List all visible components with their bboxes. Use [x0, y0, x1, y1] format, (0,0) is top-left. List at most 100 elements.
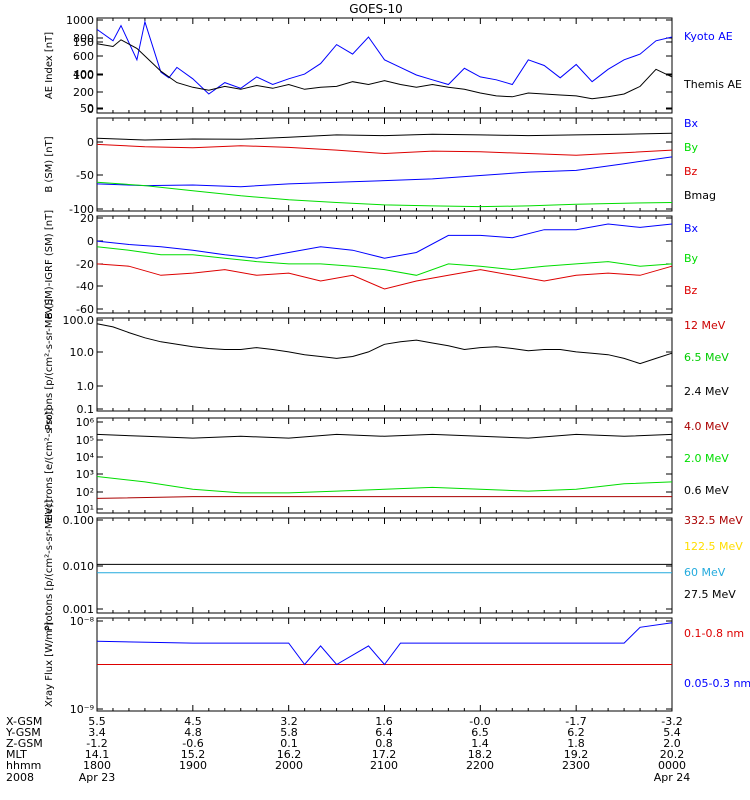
x-axis-value: 2200	[466, 759, 494, 772]
x-axis-value: 1800	[83, 759, 111, 772]
series-line	[96, 132, 673, 141]
x-axis-row-label: hhmm	[6, 759, 41, 772]
y-axis-label: AE Index [nT]	[44, 32, 55, 99]
x-axis-value: 19.2	[564, 748, 589, 761]
series-line	[96, 19, 673, 95]
x-axis-value: -0.0	[469, 715, 490, 728]
x-axis-value: 5.5	[88, 715, 106, 728]
x-axis-row-label: 2008	[6, 771, 34, 784]
panel-frame	[96, 317, 673, 412]
x-axis-value: 16.2	[277, 748, 302, 761]
x-axis-value: 18.2	[468, 748, 493, 761]
legend-entry: Kyoto AE	[684, 30, 733, 43]
y-tick-label: 0.1	[77, 403, 95, 416]
y-tick-label: 200	[73, 86, 94, 99]
panel-frame	[96, 117, 673, 212]
legend-entry: 0.6 MeV	[684, 484, 729, 497]
series-line	[96, 246, 673, 276]
x-axis-value: 4.8	[184, 726, 202, 739]
x-axis-value: 20.2	[660, 748, 685, 761]
legend-entry: 60 MeV	[684, 566, 726, 579]
x-axis-value: -1.7	[565, 715, 586, 728]
legend-entry: 332.5 MeV	[684, 514, 743, 527]
y-tick-label: 10⁻⁸	[70, 615, 95, 628]
panel-7: 10⁻⁸ 10⁻⁹ Xray Flux [W/m²] 0.1-0.8 nm 0.05-0…	[44, 615, 750, 716]
legend-entry: 27.5 MeV	[684, 588, 736, 601]
y-tick-label: 0	[87, 235, 94, 248]
x-axis-value: 0.8	[375, 737, 393, 750]
x-axis-value: 3.4	[88, 726, 106, 739]
y-tick-label: 0	[87, 103, 94, 116]
series-line	[96, 143, 673, 156]
x-axis-value: Apr 24	[654, 771, 691, 784]
series-line	[96, 476, 673, 494]
y-tick-label: 10⁻⁹	[70, 703, 94, 716]
y-tick-label: 100	[73, 69, 94, 82]
legend-entry: 0.1-0.8 nm	[684, 627, 744, 640]
legend-entry: 2.0 MeV	[684, 452, 729, 465]
x-axis-value: 15.2	[181, 748, 206, 761]
legend-entry: By	[684, 141, 699, 154]
x-axis-value: 6.5	[471, 726, 489, 739]
plot-title: GOES-10	[349, 2, 403, 16]
series-line	[96, 496, 672, 499]
panel-frame	[96, 215, 673, 314]
x-axis-value: 1.6	[375, 715, 393, 728]
y-tick-label: 0.010	[63, 560, 95, 573]
series-line	[96, 622, 673, 666]
panel-4: 0.1 1.0 10.0 100.0 Protons [p/(cm²-s-sr-MeV)…	[44, 299, 729, 431]
y-tick-label: -50	[76, 169, 94, 182]
y-tick-label: -40	[76, 280, 94, 293]
series-line	[96, 39, 673, 100]
series-line	[96, 223, 673, 259]
x-axis-value: 14.1	[85, 748, 110, 761]
legend-entry: 2.4 MeV	[684, 385, 729, 398]
y-axis-label: Protons [p/(cm²-s-sr-MeV)]	[44, 299, 55, 431]
y-tick-label: 10⁶	[76, 416, 95, 429]
y-tick-label: 0.001	[63, 603, 95, 616]
legend-entry: 122.5 MeV	[684, 540, 743, 553]
y-tick-label: 10²	[76, 486, 94, 499]
x-axis-value: Apr 23	[79, 771, 116, 784]
y-tick-label: -20	[76, 258, 94, 271]
panel-1: 0 200 400 600 800 1000 AE Index [nT] Kyoto AE Th…	[44, 14, 742, 116]
panel-frame	[96, 517, 673, 614]
y-axis-label: Xray Flux [W/m²]	[44, 622, 55, 707]
legend-entry: By	[684, 252, 699, 265]
y-tick-label: 0.100	[63, 514, 95, 527]
legend-entry: 4.0 MeV	[684, 420, 729, 433]
x-axis-value: 1.4	[471, 737, 489, 750]
y-tick-label: 50	[80, 102, 94, 115]
x-axis-value: 3.2	[280, 715, 298, 728]
x-axis-value: 0.1	[280, 737, 298, 750]
series-line	[96, 323, 673, 365]
y-tick-label: 10⁵	[76, 434, 94, 447]
x-axis-row-label: MLT	[6, 748, 27, 761]
x-axis-row-label: Y-GSM	[5, 726, 41, 739]
x-axis-value: 2100	[370, 759, 398, 772]
series-line	[96, 181, 673, 208]
y-tick-label: 800	[73, 32, 94, 45]
y-tick-label: 10¹	[76, 503, 94, 516]
x-axis-value: 6.2	[567, 726, 585, 739]
x-axis-value: -1.2	[86, 737, 107, 750]
y-tick-label: 20	[80, 212, 94, 225]
x-axis-value: 0000	[658, 759, 686, 772]
y-tick-label: 1000	[66, 14, 94, 27]
y-axis-label: B (SM)-IGRF (SM) [nT]	[44, 210, 55, 319]
y-tick-label: 0	[87, 136, 94, 149]
y-axis-label: Electrons [e/(cm²-s-sr)]	[44, 408, 55, 524]
y-tick-label: 150	[73, 36, 94, 49]
legend-entry: Bmag	[684, 189, 716, 202]
x-axis-value: 2300	[562, 759, 590, 772]
legend-entry: 6.5 MeV	[684, 351, 729, 364]
y-axis-label: B (SM) [nT]	[44, 136, 55, 192]
panel-3: -60 -40 -20 0 20 B (SM)-IGRF (SM) [nT] Bx By Bz	[44, 210, 699, 319]
x-axis-value: 1.8	[567, 737, 585, 750]
x-axis-value: -0.6	[182, 737, 203, 750]
x-axis-value: 5.8	[280, 726, 298, 739]
y-tick-label: 100.0	[63, 314, 95, 327]
legend-entry: Bz	[684, 165, 698, 178]
